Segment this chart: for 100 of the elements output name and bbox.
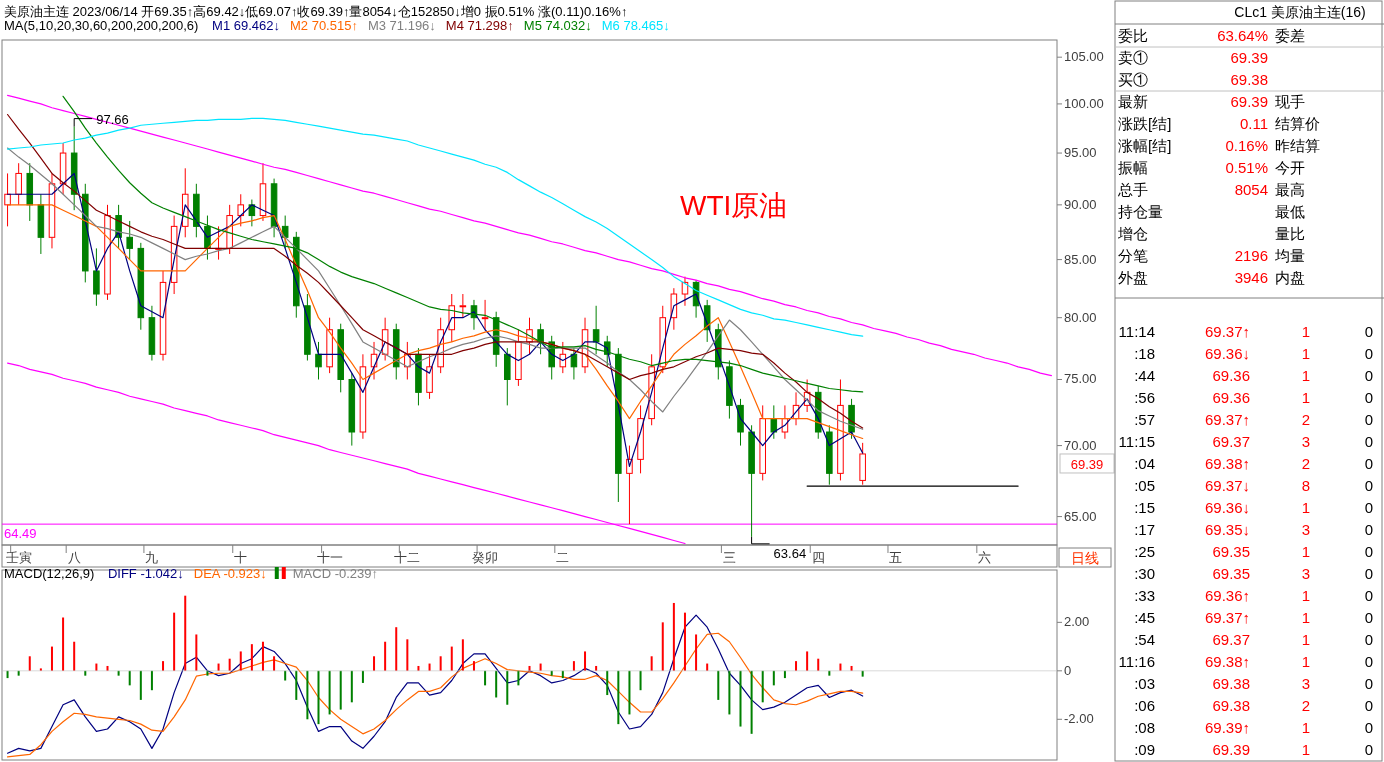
y-tick-label: 100.00 [1064, 95, 1104, 111]
text: 0 [1364, 719, 1373, 736]
text: 8054 [1234, 181, 1268, 198]
y-tick-label: 90.00 [1064, 196, 1097, 212]
y-tick-label: 95.00 [1064, 145, 1097, 161]
bar [162, 661, 165, 671]
text: 69.39 [1070, 456, 1104, 472]
text: M4 71.298↑ [445, 18, 514, 33]
bar [295, 670, 298, 700]
bar [806, 651, 809, 671]
text: :06 [1134, 697, 1155, 714]
y-tick-label: 2.00 [1064, 614, 1090, 630]
bar [384, 641, 387, 671]
bar [73, 641, 76, 671]
bar [672, 602, 675, 671]
text: 0.16% [1225, 137, 1268, 154]
text: 11:16 [1118, 653, 1155, 670]
bar [761, 670, 764, 703]
text: 69.38↑ [1204, 455, 1250, 472]
text: 1 [1301, 631, 1310, 648]
candlestick [93, 247, 100, 307]
candlestick [4, 172, 11, 227]
text: 振幅 [1118, 159, 1148, 176]
text: 1 [1301, 367, 1310, 384]
text: 0 [1364, 587, 1373, 604]
text: 69.39 [1212, 741, 1250, 758]
chart-title: 美原油主连 2023/06/14 开69.35↑高69.42↓低69.07↑收69.39↑量8054↓仓152850↓增0 振0.51% 涨(0.11)0.16%↑ [4, 4, 628, 19]
bar [50, 646, 53, 671]
x-tick-label: 十 [234, 550, 248, 565]
text: 0 [1364, 455, 1373, 472]
x-tick-label: 二 [556, 550, 570, 565]
text: 1 [1301, 653, 1310, 670]
bar [606, 670, 609, 696]
text: 2 [1301, 455, 1310, 472]
text: 69.39 [1230, 49, 1268, 66]
bar [28, 656, 31, 671]
x-tick-label: 壬寅 [5, 550, 32, 565]
candlestick [559, 341, 567, 374]
text: 69.39 [1230, 93, 1268, 110]
text: 0 [1364, 543, 1373, 560]
x-tick-label: 五 [889, 550, 903, 565]
text: :09 [1134, 741, 1155, 758]
x-tick-label: 三 [722, 550, 736, 565]
text: 委比 [1118, 27, 1148, 44]
text: :33 [1134, 587, 1155, 604]
text: :08 [1134, 719, 1155, 736]
text: 63.64% [1217, 27, 1268, 44]
text: 0 [1364, 697, 1373, 714]
text: 69.36↓ [1204, 499, 1250, 516]
bar [17, 670, 20, 676]
text: 69.35↓ [1204, 521, 1250, 538]
bar [683, 612, 686, 671]
text: 持仓量 [1118, 203, 1163, 220]
text: M6 78.465↓ [601, 18, 670, 33]
text: 0 [1364, 741, 1373, 758]
text: 2196 [1234, 247, 1268, 264]
text: 3 [1301, 675, 1310, 692]
text: :05 [1134, 477, 1155, 494]
text: 69.36↑ [1204, 587, 1250, 604]
bar [239, 651, 242, 671]
text: 8 [1301, 477, 1310, 494]
text: 内盘 [1275, 269, 1305, 286]
candlestick [481, 299, 489, 331]
candlestick [126, 220, 133, 261]
bar [250, 644, 253, 671]
text: 69.38 [1212, 675, 1250, 692]
text: 0 [1364, 565, 1373, 582]
text: 69.35 [1212, 543, 1250, 560]
text: 昨结算 [1275, 137, 1320, 154]
text: 11:15 [1118, 433, 1155, 450]
bar [817, 658, 820, 671]
bar [328, 670, 331, 715]
text: 增仓 [1117, 225, 1148, 242]
bar [361, 670, 364, 683]
text: 1 [1301, 323, 1310, 340]
bar [472, 661, 475, 671]
bar [561, 670, 564, 679]
bar [750, 670, 753, 734]
x-tick-label: 四 [811, 550, 825, 565]
bar [584, 651, 587, 671]
text: :30 [1134, 565, 1155, 582]
text: 最低 [1275, 203, 1305, 220]
annotation: 97.66 [96, 111, 129, 127]
text: 3 [1301, 565, 1310, 582]
y-tick-label: 85.00 [1064, 251, 1097, 267]
text: 69.36↓ [1204, 345, 1250, 362]
bar [795, 661, 798, 671]
text: M2 70.515↑ [289, 18, 358, 33]
line-series [6, 632, 864, 758]
text: 0 [1364, 609, 1373, 626]
bar [173, 612, 176, 671]
y-tick-label: 65.00 [1064, 508, 1097, 524]
candlestick [781, 404, 789, 440]
bar [184, 595, 187, 671]
text: :03 [1134, 675, 1155, 692]
bar [628, 670, 631, 715]
text: 3 [1301, 433, 1310, 450]
text: 外盘 [1118, 269, 1148, 286]
y-tick-label: 70.00 [1064, 437, 1097, 453]
text: 69.38 [1212, 697, 1250, 714]
